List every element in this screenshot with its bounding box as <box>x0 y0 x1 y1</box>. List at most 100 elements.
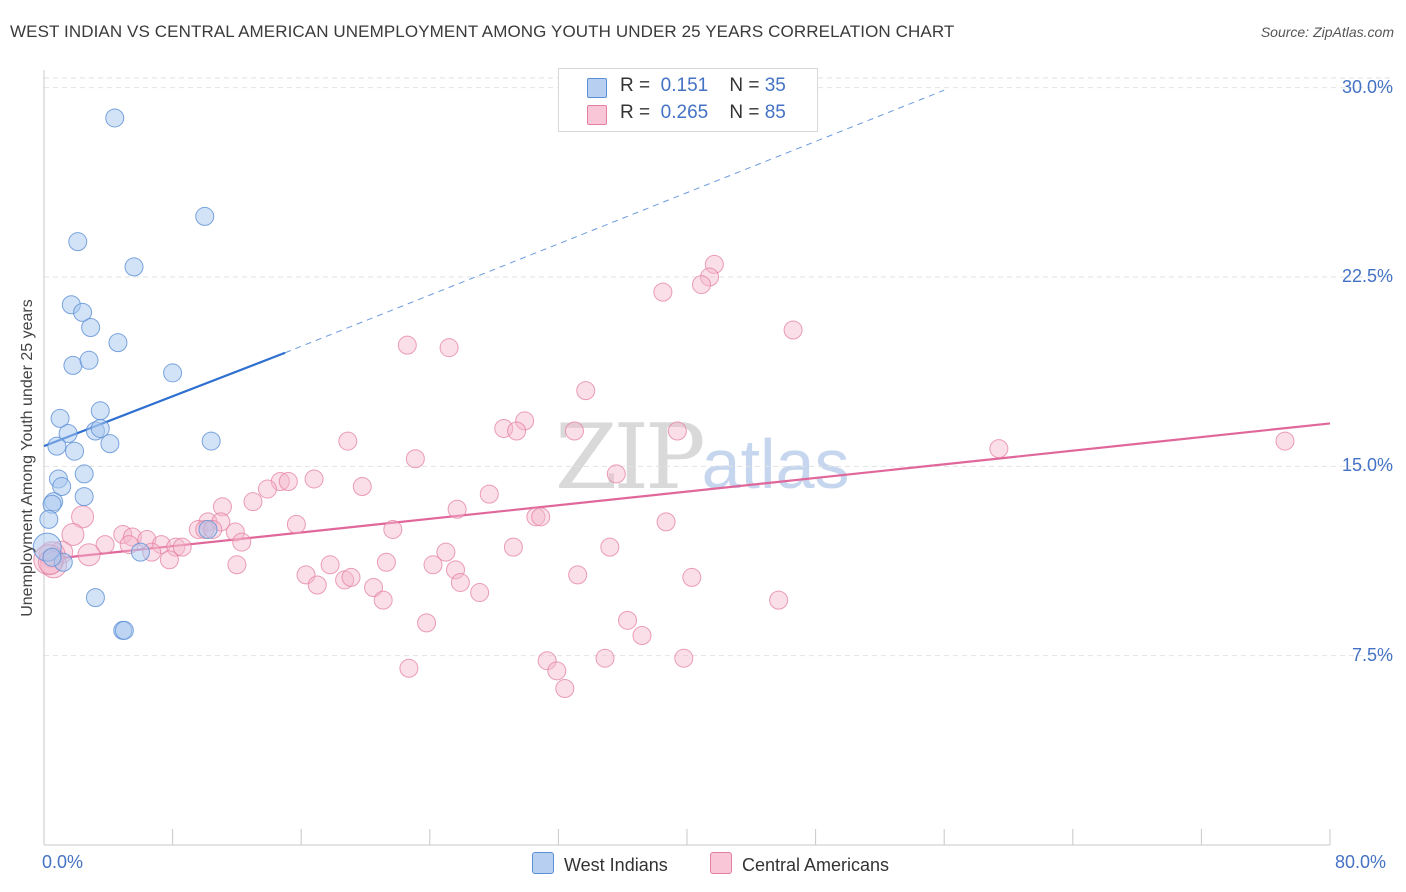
west-indian-point <box>39 509 59 529</box>
central-american-point <box>352 477 372 497</box>
legend-n-value: 35 <box>764 75 786 96</box>
west-indian-point <box>73 302 93 322</box>
west-indian-point <box>201 431 221 451</box>
central-american-point <box>989 439 1009 459</box>
west-indian-trend-line <box>43 351 286 448</box>
west-indian-point <box>195 206 215 226</box>
legend-swatch-blue <box>587 78 607 98</box>
data-points <box>32 108 1295 698</box>
series-swatch-blue <box>532 852 554 874</box>
central-american-point <box>515 411 535 431</box>
central-american-point <box>547 661 567 681</box>
series-legend-central-americans[interactable]: Central Americans <box>710 852 889 876</box>
central-american-point <box>376 552 396 572</box>
central-american-point <box>576 381 596 401</box>
central-american-point <box>95 535 115 555</box>
axes <box>43 70 1331 846</box>
west-indian-point <box>63 355 83 375</box>
central-american-point <box>338 431 358 451</box>
series-label-central-americans: Central Americans <box>742 855 890 875</box>
west-indian-point <box>100 434 120 454</box>
source-value: ZipAtlas.com <box>1313 24 1394 40</box>
central-american-point <box>595 648 615 668</box>
central-american-point <box>399 658 419 678</box>
legend-n-value: 85 <box>764 102 786 123</box>
central-american-point <box>417 613 437 633</box>
series-swatch-pink <box>710 852 732 874</box>
central-american-point <box>166 537 186 557</box>
west-indian-point <box>79 350 99 370</box>
correlation-legend: R = 0.151 N = 35 R = 0.265 N = 85 <box>558 68 818 132</box>
central-american-point <box>61 522 85 546</box>
central-american-point <box>653 282 673 302</box>
central-american-point <box>564 421 584 441</box>
central-american-point <box>423 555 443 575</box>
x-tick-label-max: 80.0% <box>1335 852 1387 872</box>
series-legend-west-indians[interactable]: West Indians <box>532 852 668 876</box>
central-american-point <box>470 583 490 603</box>
west-indian-point <box>52 477 72 497</box>
central-american-point <box>446 560 466 580</box>
central-american-point <box>479 484 499 504</box>
west-indian-point <box>42 547 62 567</box>
west-indian-point <box>58 424 78 444</box>
y-tick-label: 7.5% <box>1351 644 1393 665</box>
central-american-point <box>447 499 467 519</box>
central-american-point <box>531 507 551 527</box>
central-american-point <box>212 497 232 517</box>
central-american-point <box>77 543 101 567</box>
central-american-point <box>555 678 575 698</box>
central-american-point <box>656 512 676 532</box>
central-american-point <box>439 338 459 358</box>
central-american-point <box>397 335 417 355</box>
west-indian-trend-extension <box>284 89 945 354</box>
central-american-point <box>618 610 638 630</box>
west-indian-point <box>65 441 85 461</box>
west-indian-point <box>163 363 183 383</box>
central-american-point <box>682 567 702 587</box>
legend-swatch-pink <box>587 105 607 125</box>
central-american-point <box>667 421 687 441</box>
west-indian-point <box>90 418 110 438</box>
central-american-point <box>450 572 470 592</box>
west-indian-point <box>74 487 94 507</box>
west-indian-point <box>68 232 88 252</box>
central-american-point <box>568 565 588 585</box>
central-american-point <box>436 542 456 562</box>
y-tick-label: 30.0% <box>1341 76 1393 97</box>
x-tick-label-min: 0.0% <box>42 852 84 872</box>
central-american-point <box>632 625 652 645</box>
central-american-point <box>172 537 192 557</box>
central-american-point <box>278 471 298 491</box>
legend-n-label: N = <box>729 102 760 123</box>
legend-r-value: 0.265 <box>660 102 709 123</box>
west-indian-point <box>85 588 105 608</box>
source-attribution: Source: ZipAtlas.com <box>1261 24 1394 40</box>
central-american-point <box>600 537 620 557</box>
y-axis-label: Unemployment Among Youth under 25 years <box>19 299 36 617</box>
legend-r-value: 0.151 <box>660 75 709 96</box>
west-indian-point <box>198 519 218 539</box>
west-indian-point <box>108 333 128 353</box>
chart-title: WEST INDIAN VS CENTRAL AMERICAN UNEMPLOY… <box>10 22 955 41</box>
central-american-point <box>674 648 694 668</box>
west-indian-point <box>114 620 134 640</box>
central-american-point <box>373 590 393 610</box>
central-american-point <box>151 535 171 555</box>
legend-r-label: R = <box>620 102 651 123</box>
y-tick-label: 22.5% <box>1341 266 1393 286</box>
central-american-point <box>243 492 263 512</box>
central-american-point <box>526 507 546 527</box>
west-indian-point <box>90 401 110 421</box>
central-american-point <box>691 275 711 295</box>
central-american-point <box>503 537 523 557</box>
central-american-point <box>122 527 142 547</box>
west-indian-point <box>105 108 125 128</box>
central-american-point <box>304 469 324 489</box>
legend-n-label: N = <box>729 75 760 96</box>
west-indian-point <box>47 436 67 456</box>
central-american-point <box>286 514 306 534</box>
central-american-point <box>320 555 340 575</box>
central-american-point <box>341 567 361 587</box>
